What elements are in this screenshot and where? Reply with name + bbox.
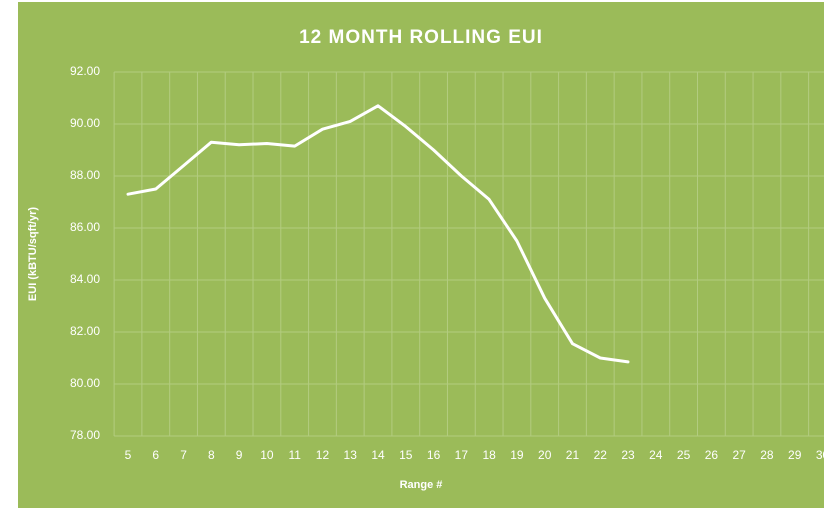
- x-tick-label: 16: [427, 448, 441, 462]
- y-tick-label: 86.00: [70, 220, 100, 234]
- x-tick-label: 20: [538, 448, 552, 462]
- x-tick-label: 21: [566, 448, 580, 462]
- x-tick-label: 10: [260, 448, 274, 462]
- x-tick-label: 26: [705, 448, 719, 462]
- x-tick-label: 25: [677, 448, 691, 462]
- x-tick-label: 12: [316, 448, 330, 462]
- x-tick-label: 23: [621, 448, 635, 462]
- x-tick-label: 14: [371, 448, 385, 462]
- y-axis-label: EUI (kBTU/sqft/yr): [27, 207, 39, 301]
- x-tick-label: 17: [455, 448, 469, 462]
- x-tick-label: 30: [816, 448, 824, 462]
- x-tick-label: 28: [760, 448, 774, 462]
- x-tick-label: 5: [125, 448, 132, 462]
- x-tick-label: 8: [208, 448, 215, 462]
- y-tick-label: 88.00: [70, 168, 100, 182]
- y-tick-label: 92.00: [70, 64, 100, 78]
- y-tick-label: 84.00: [70, 272, 100, 286]
- y-tick-label: 90.00: [70, 116, 100, 130]
- x-tick-label: 15: [399, 448, 413, 462]
- x-tick-label: 19: [510, 448, 524, 462]
- chart-title: 12 MONTH ROLLING EUI: [299, 27, 543, 48]
- data-line: [126, 104, 630, 364]
- x-tick-label: 27: [732, 448, 746, 462]
- x-tick-label: 6: [152, 448, 159, 462]
- x-tick-label: 18: [482, 448, 496, 462]
- y-tick-label: 82.00: [70, 324, 100, 338]
- x-tick-label: 22: [594, 448, 608, 462]
- x-tick-label: 24: [649, 448, 663, 462]
- y-tick-label: 78.00: [70, 428, 100, 442]
- chart-background: [18, 2, 824, 508]
- x-tick-label: 29: [788, 448, 802, 462]
- y-tick-label: 80.00: [70, 376, 100, 390]
- x-tick-label: 7: [180, 448, 187, 462]
- x-tick-label: 9: [236, 448, 243, 462]
- x-tick-label: 13: [344, 448, 358, 462]
- x-tick-label: 11: [288, 448, 301, 462]
- x-axis-label: Range #: [400, 479, 443, 491]
